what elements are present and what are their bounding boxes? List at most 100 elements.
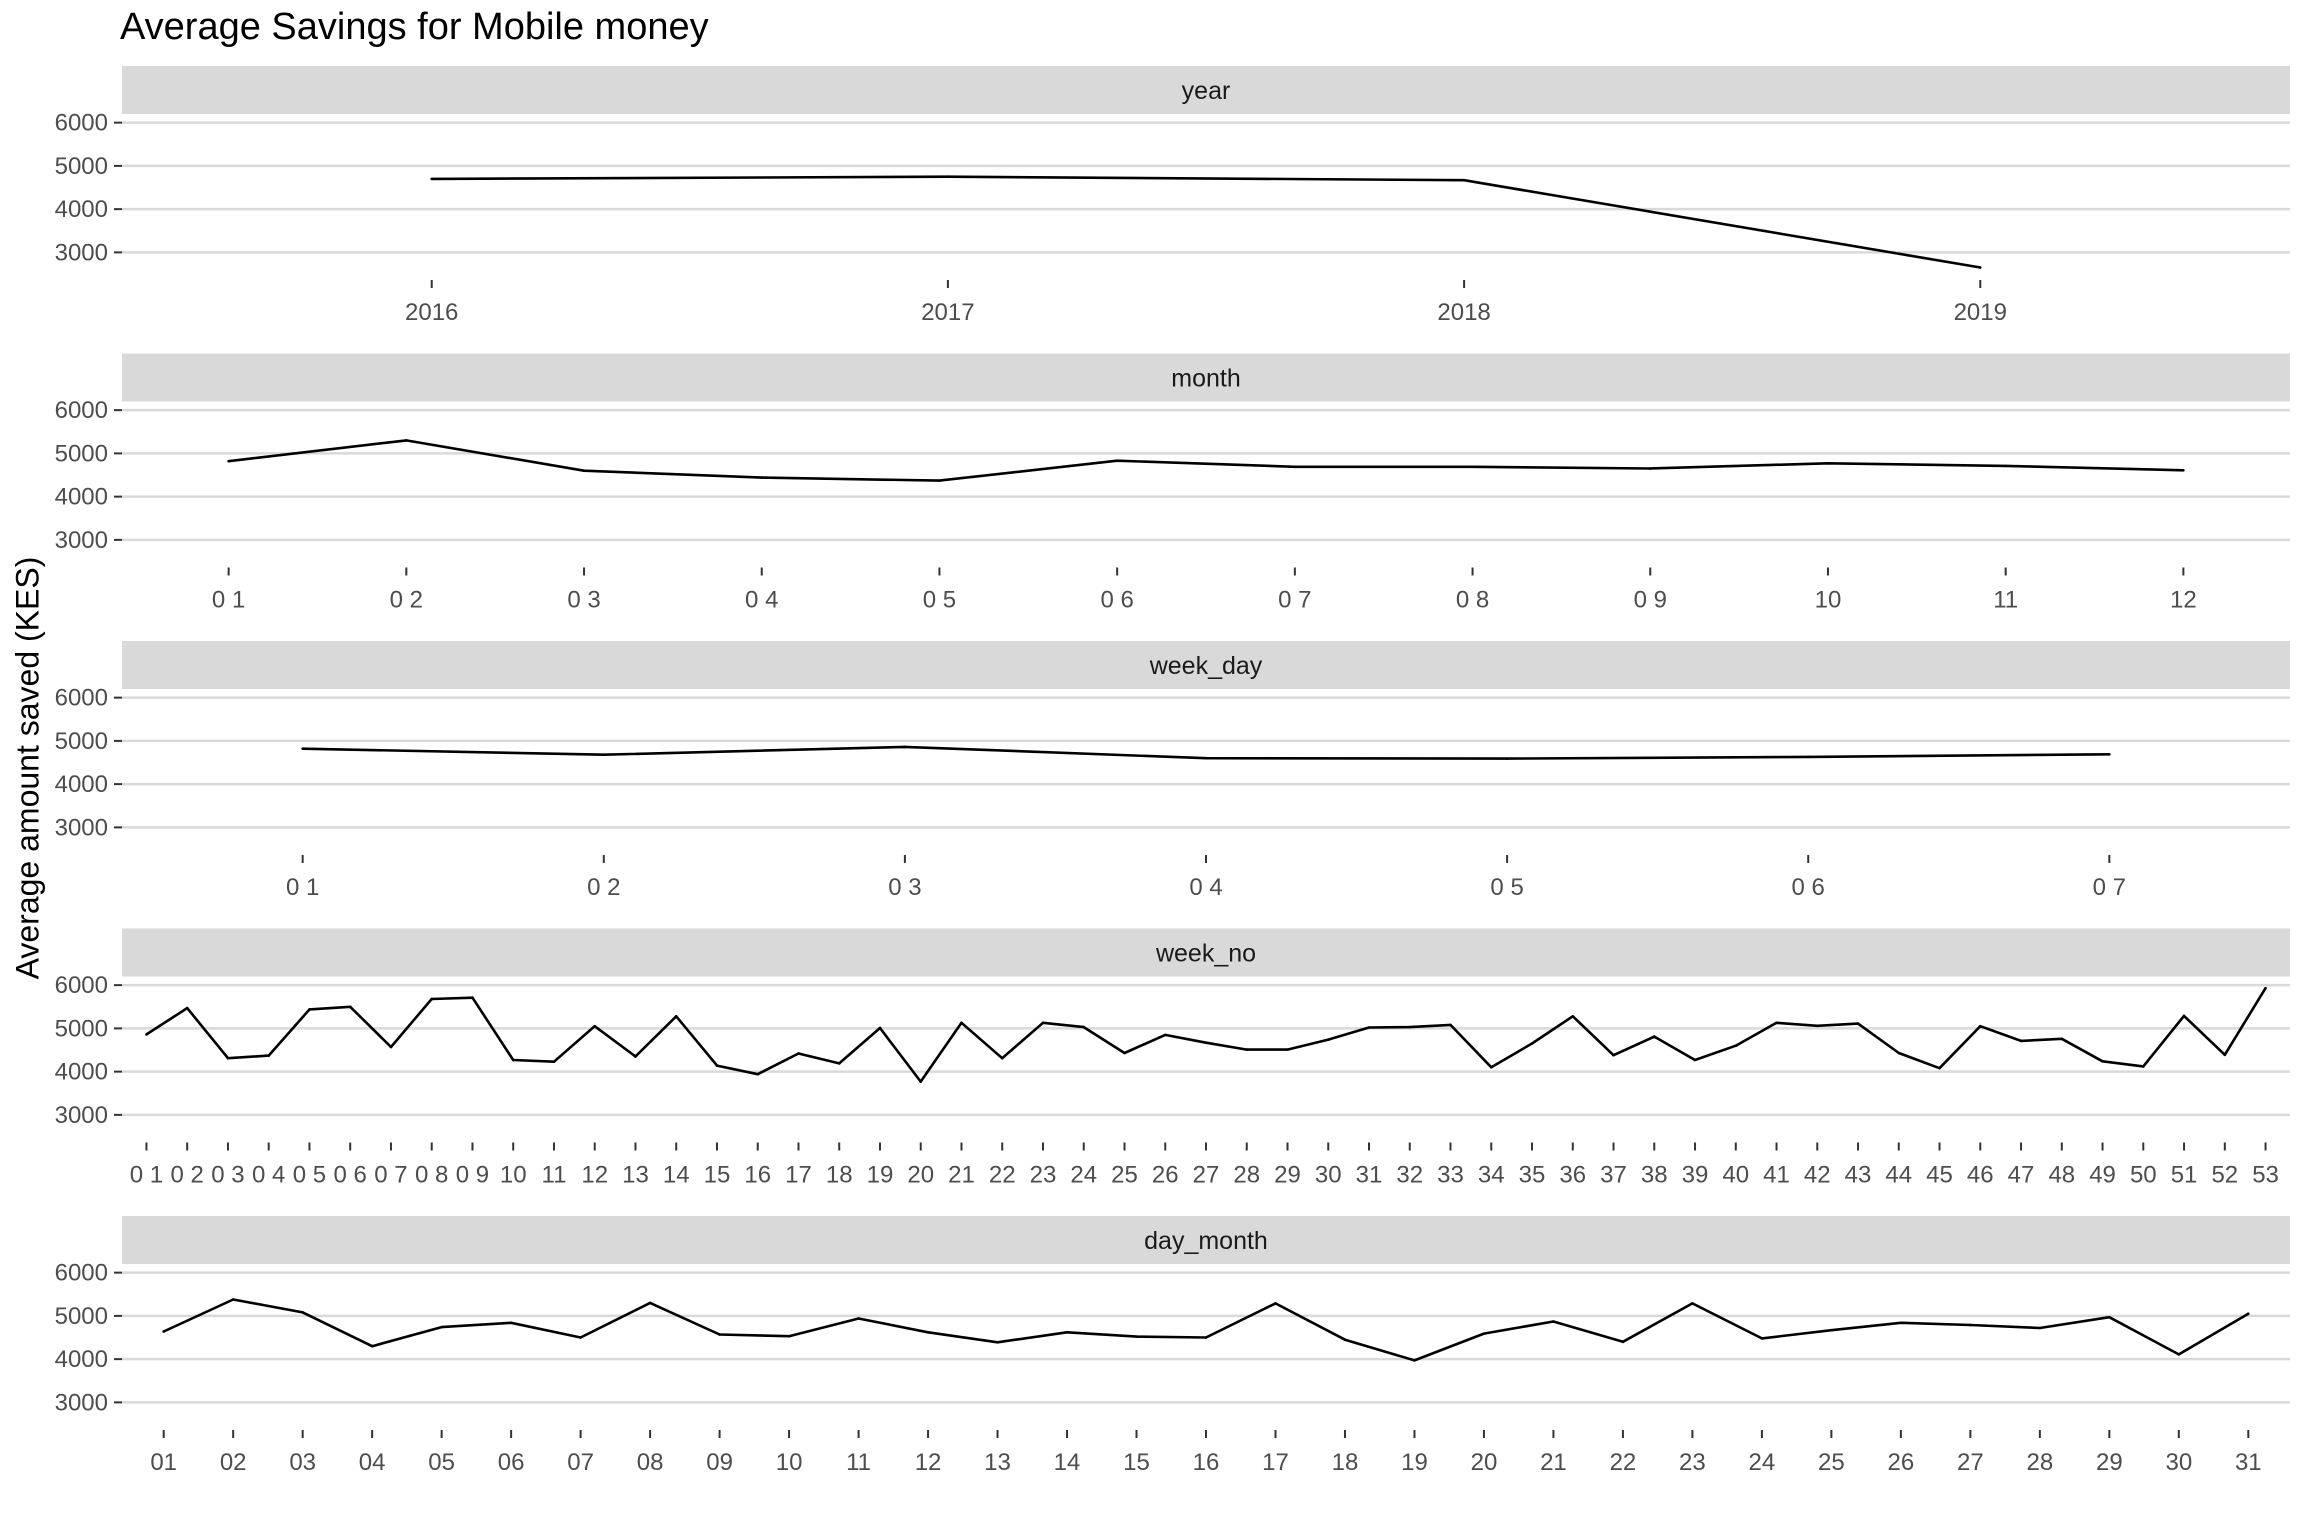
x-tick-label: 32 bbox=[1396, 1162, 1423, 1189]
data-point bbox=[2223, 1053, 2227, 1057]
x-tick-label: 19 bbox=[1401, 1449, 1428, 1476]
x-tick-label: 0 5 bbox=[923, 587, 956, 614]
data-point bbox=[946, 175, 950, 179]
data-point bbox=[267, 1054, 271, 1057]
data-point bbox=[837, 1062, 841, 1065]
x-tick-label: 0 5 bbox=[1490, 874, 1523, 901]
data-point bbox=[1245, 1048, 1249, 1051]
data-point bbox=[348, 1005, 352, 1009]
x-tick-label: 10 bbox=[500, 1162, 527, 1189]
data-point bbox=[1734, 1044, 1738, 1047]
x-tick-label: 0 2 bbox=[171, 1162, 204, 1189]
data-point bbox=[308, 1008, 311, 1011]
x-tick-label: 0 6 bbox=[1100, 587, 1133, 614]
data-point bbox=[1691, 1302, 1694, 1305]
y-tick-label: 3000 bbox=[55, 1102, 108, 1129]
x-tick-label: 24 bbox=[1070, 1162, 1097, 1189]
x-tick-label: 0 4 bbox=[1189, 874, 1222, 901]
x-tick-label: 13 bbox=[622, 1162, 649, 1189]
x-tick-label: 29 bbox=[1274, 1162, 1301, 1189]
x-tick-label: 0 4 bbox=[745, 587, 778, 614]
data-point bbox=[715, 1064, 719, 1067]
data-point bbox=[1286, 1048, 1289, 1051]
data-point bbox=[301, 747, 304, 750]
data-point bbox=[2108, 752, 2111, 756]
facet-strip bbox=[122, 928, 2290, 977]
data-point bbox=[1204, 1336, 1208, 1339]
data-point bbox=[938, 479, 941, 482]
data-point bbox=[2004, 464, 2007, 468]
data-point bbox=[2182, 1014, 2186, 1018]
data-point bbox=[1978, 266, 1982, 269]
x-tick-label: 17 bbox=[1262, 1449, 1289, 1476]
y-tick-label: 4000 bbox=[55, 771, 108, 798]
x-tick-label: 28 bbox=[1233, 1162, 1260, 1189]
x-tick-label: 37 bbox=[1600, 1162, 1627, 1189]
x-tick-label: 27 bbox=[1957, 1449, 1984, 1476]
data-point bbox=[579, 1336, 582, 1339]
data-point bbox=[2177, 1353, 2181, 1356]
data-point bbox=[718, 1333, 721, 1336]
x-tick-label: 2019 bbox=[1954, 299, 2007, 326]
data-point bbox=[370, 1344, 374, 1348]
x-tick-label: 11 bbox=[542, 1162, 567, 1189]
x-tick-label: 27 bbox=[1193, 1162, 1220, 1189]
data-point bbox=[2060, 1037, 2064, 1041]
data-point bbox=[1135, 1335, 1138, 1338]
x-tick-label: 2016 bbox=[405, 299, 458, 326]
data-point bbox=[511, 1058, 515, 1062]
x-tick-label: 05 bbox=[428, 1449, 455, 1476]
data-point bbox=[231, 1298, 235, 1301]
data-point bbox=[996, 1340, 999, 1344]
data-point bbox=[1204, 756, 1208, 760]
data-point bbox=[1471, 465, 1474, 469]
data-point bbox=[1806, 755, 1810, 759]
data-point bbox=[1505, 757, 1509, 760]
data-point bbox=[602, 753, 606, 757]
x-tick-label: 11 bbox=[1993, 587, 2018, 614]
data-point bbox=[1462, 178, 1466, 182]
data-point bbox=[389, 1045, 393, 1049]
x-tick-label: 53 bbox=[2252, 1162, 2279, 1189]
data-point bbox=[960, 1021, 963, 1025]
x-tick-label: 01 bbox=[150, 1449, 177, 1476]
data-point bbox=[1449, 1023, 1452, 1027]
x-tick-label: 12 bbox=[581, 1162, 608, 1189]
x-tick-label: 0 7 bbox=[1278, 587, 1311, 614]
data-point bbox=[2247, 1312, 2250, 1316]
data-point bbox=[1065, 1331, 1069, 1334]
x-tick-label: 02 bbox=[220, 1449, 247, 1476]
data-point bbox=[1343, 1338, 1347, 1341]
x-tick-label: 49 bbox=[2089, 1162, 2116, 1189]
data-point bbox=[1123, 1051, 1126, 1055]
x-tick-label: 0 6 bbox=[1792, 874, 1825, 901]
x-tick-label: 0 8 bbox=[1456, 587, 1489, 614]
data-point bbox=[1897, 1051, 1901, 1055]
series-line bbox=[228, 439, 2184, 482]
x-tick-label: 29 bbox=[2096, 1449, 2123, 1476]
y-tick-label: 5000 bbox=[55, 440, 108, 467]
x-tick-label: 18 bbox=[1332, 1449, 1359, 1476]
data-point bbox=[1693, 1058, 1697, 1062]
x-tick-label: 24 bbox=[1749, 1449, 1776, 1476]
y-tick-label: 3000 bbox=[55, 814, 108, 841]
x-tick-label: 19 bbox=[867, 1162, 894, 1189]
data-point bbox=[1293, 465, 1297, 469]
series-line bbox=[302, 745, 2110, 760]
data-point bbox=[857, 1317, 860, 1320]
data-point bbox=[2101, 1059, 2104, 1063]
x-tick-label: 06 bbox=[498, 1449, 525, 1476]
x-tick-label: 09 bbox=[706, 1449, 733, 1476]
data-point bbox=[509, 1321, 513, 1325]
x-tick-label: 0 3 bbox=[888, 874, 921, 901]
x-tick-label: 18 bbox=[826, 1162, 853, 1189]
facet-strip bbox=[122, 353, 2290, 402]
x-tick-label: 22 bbox=[1610, 1449, 1637, 1476]
x-tick-label: 31 bbox=[1356, 1162, 1383, 1189]
x-tick-label: 22 bbox=[989, 1162, 1016, 1189]
x-tick-label: 0 5 bbox=[293, 1162, 326, 1189]
data-point bbox=[1830, 1328, 1833, 1332]
data-point bbox=[1938, 1066, 1941, 1070]
data-point bbox=[648, 1301, 652, 1305]
